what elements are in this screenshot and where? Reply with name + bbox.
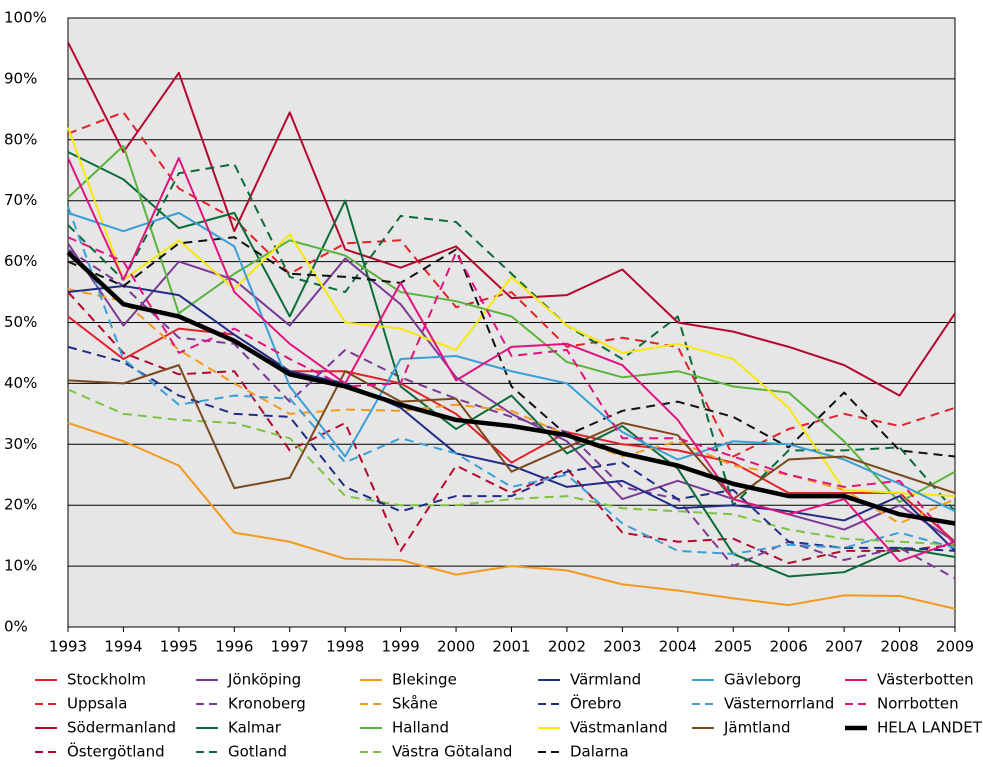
legend-label: Västra Götaland bbox=[392, 743, 512, 761]
series-line bbox=[67, 288, 956, 525]
series-line bbox=[67, 151, 956, 578]
legend-label: Kalmar bbox=[228, 719, 282, 737]
legend-label: Halland bbox=[392, 719, 449, 737]
x-tick-label: 2005 bbox=[714, 638, 752, 656]
x-tick-label: 2004 bbox=[659, 638, 697, 656]
series-line bbox=[67, 144, 956, 504]
x-tick-label: 1994 bbox=[104, 638, 142, 656]
legend-label: Norrbotten bbox=[877, 695, 959, 713]
y-tick-label: 20% bbox=[4, 496, 37, 514]
series-line bbox=[67, 211, 956, 513]
legend-label: Kronoberg bbox=[228, 695, 306, 713]
series-line bbox=[67, 111, 956, 458]
x-tick-label: 1995 bbox=[160, 638, 198, 656]
legend-label: Östergötland bbox=[67, 742, 165, 761]
x-tick-label: 2001 bbox=[492, 638, 530, 656]
y-tick-label: 80% bbox=[4, 130, 37, 148]
legend-label: HELA LANDET bbox=[877, 719, 983, 737]
series-line bbox=[67, 157, 956, 563]
x-tick-label: 2000 bbox=[437, 638, 475, 656]
x-tick-label: 2009 bbox=[936, 638, 974, 656]
legend-label: Västerbotten bbox=[877, 671, 974, 689]
legend-label: Södermanland bbox=[67, 719, 176, 737]
legend-label: Stockholm bbox=[67, 671, 146, 689]
y-tick-label: 30% bbox=[4, 435, 37, 453]
legend-label: Örebro bbox=[570, 694, 621, 713]
series-line bbox=[67, 236, 956, 458]
series-line bbox=[67, 364, 956, 501]
series-line bbox=[67, 422, 956, 610]
x-tick-label: 1993 bbox=[49, 638, 87, 656]
x-tick-label: 2002 bbox=[548, 638, 586, 656]
series-line bbox=[67, 284, 956, 552]
plot-border bbox=[67, 17, 956, 628]
y-tick-label: 50% bbox=[4, 313, 37, 331]
y-tick-label: 60% bbox=[4, 252, 37, 270]
x-tick-label: 1998 bbox=[326, 638, 364, 656]
series-line bbox=[66, 250, 956, 526]
series-line bbox=[67, 291, 956, 565]
y-tick-label: 40% bbox=[4, 374, 37, 392]
series-line bbox=[67, 248, 956, 580]
y-tick-label: 70% bbox=[4, 191, 37, 209]
series-line bbox=[67, 127, 956, 498]
y-tick-label: 90% bbox=[4, 69, 37, 87]
series-line bbox=[67, 345, 956, 552]
x-tick-label: 1997 bbox=[271, 638, 309, 656]
legend-label: Värmland bbox=[570, 671, 641, 689]
legend-label: Västernorrland bbox=[724, 695, 834, 713]
x-tick-label: 1999 bbox=[382, 638, 420, 656]
legend-label: Jönköping bbox=[227, 671, 301, 689]
series-line bbox=[67, 236, 956, 546]
legend-label: Västmanland bbox=[570, 719, 668, 737]
legend-label: Blekinge bbox=[392, 671, 457, 689]
y-tick-label: 0% bbox=[4, 618, 28, 636]
legend-label: Dalarna bbox=[570, 743, 629, 761]
y-tick-label: 100% bbox=[4, 9, 47, 27]
y-tick-label: 10% bbox=[4, 557, 37, 575]
legend-label: Skåne bbox=[392, 695, 438, 713]
x-tick-label: 1996 bbox=[215, 638, 253, 656]
series-line bbox=[67, 206, 956, 555]
legend-label: Gävleborg bbox=[724, 671, 801, 689]
x-tick-label: 2007 bbox=[825, 638, 863, 656]
series-line bbox=[67, 163, 956, 512]
legend-label: Uppsala bbox=[67, 695, 127, 713]
series-line bbox=[67, 388, 956, 546]
legend-label: Gotland bbox=[228, 743, 287, 761]
x-tick-label: 2006 bbox=[770, 638, 808, 656]
x-tick-label: 2003 bbox=[603, 638, 641, 656]
x-tick-label: 2008 bbox=[880, 638, 918, 656]
legend-label: Jämtland bbox=[723, 719, 791, 737]
series-line bbox=[67, 41, 956, 397]
